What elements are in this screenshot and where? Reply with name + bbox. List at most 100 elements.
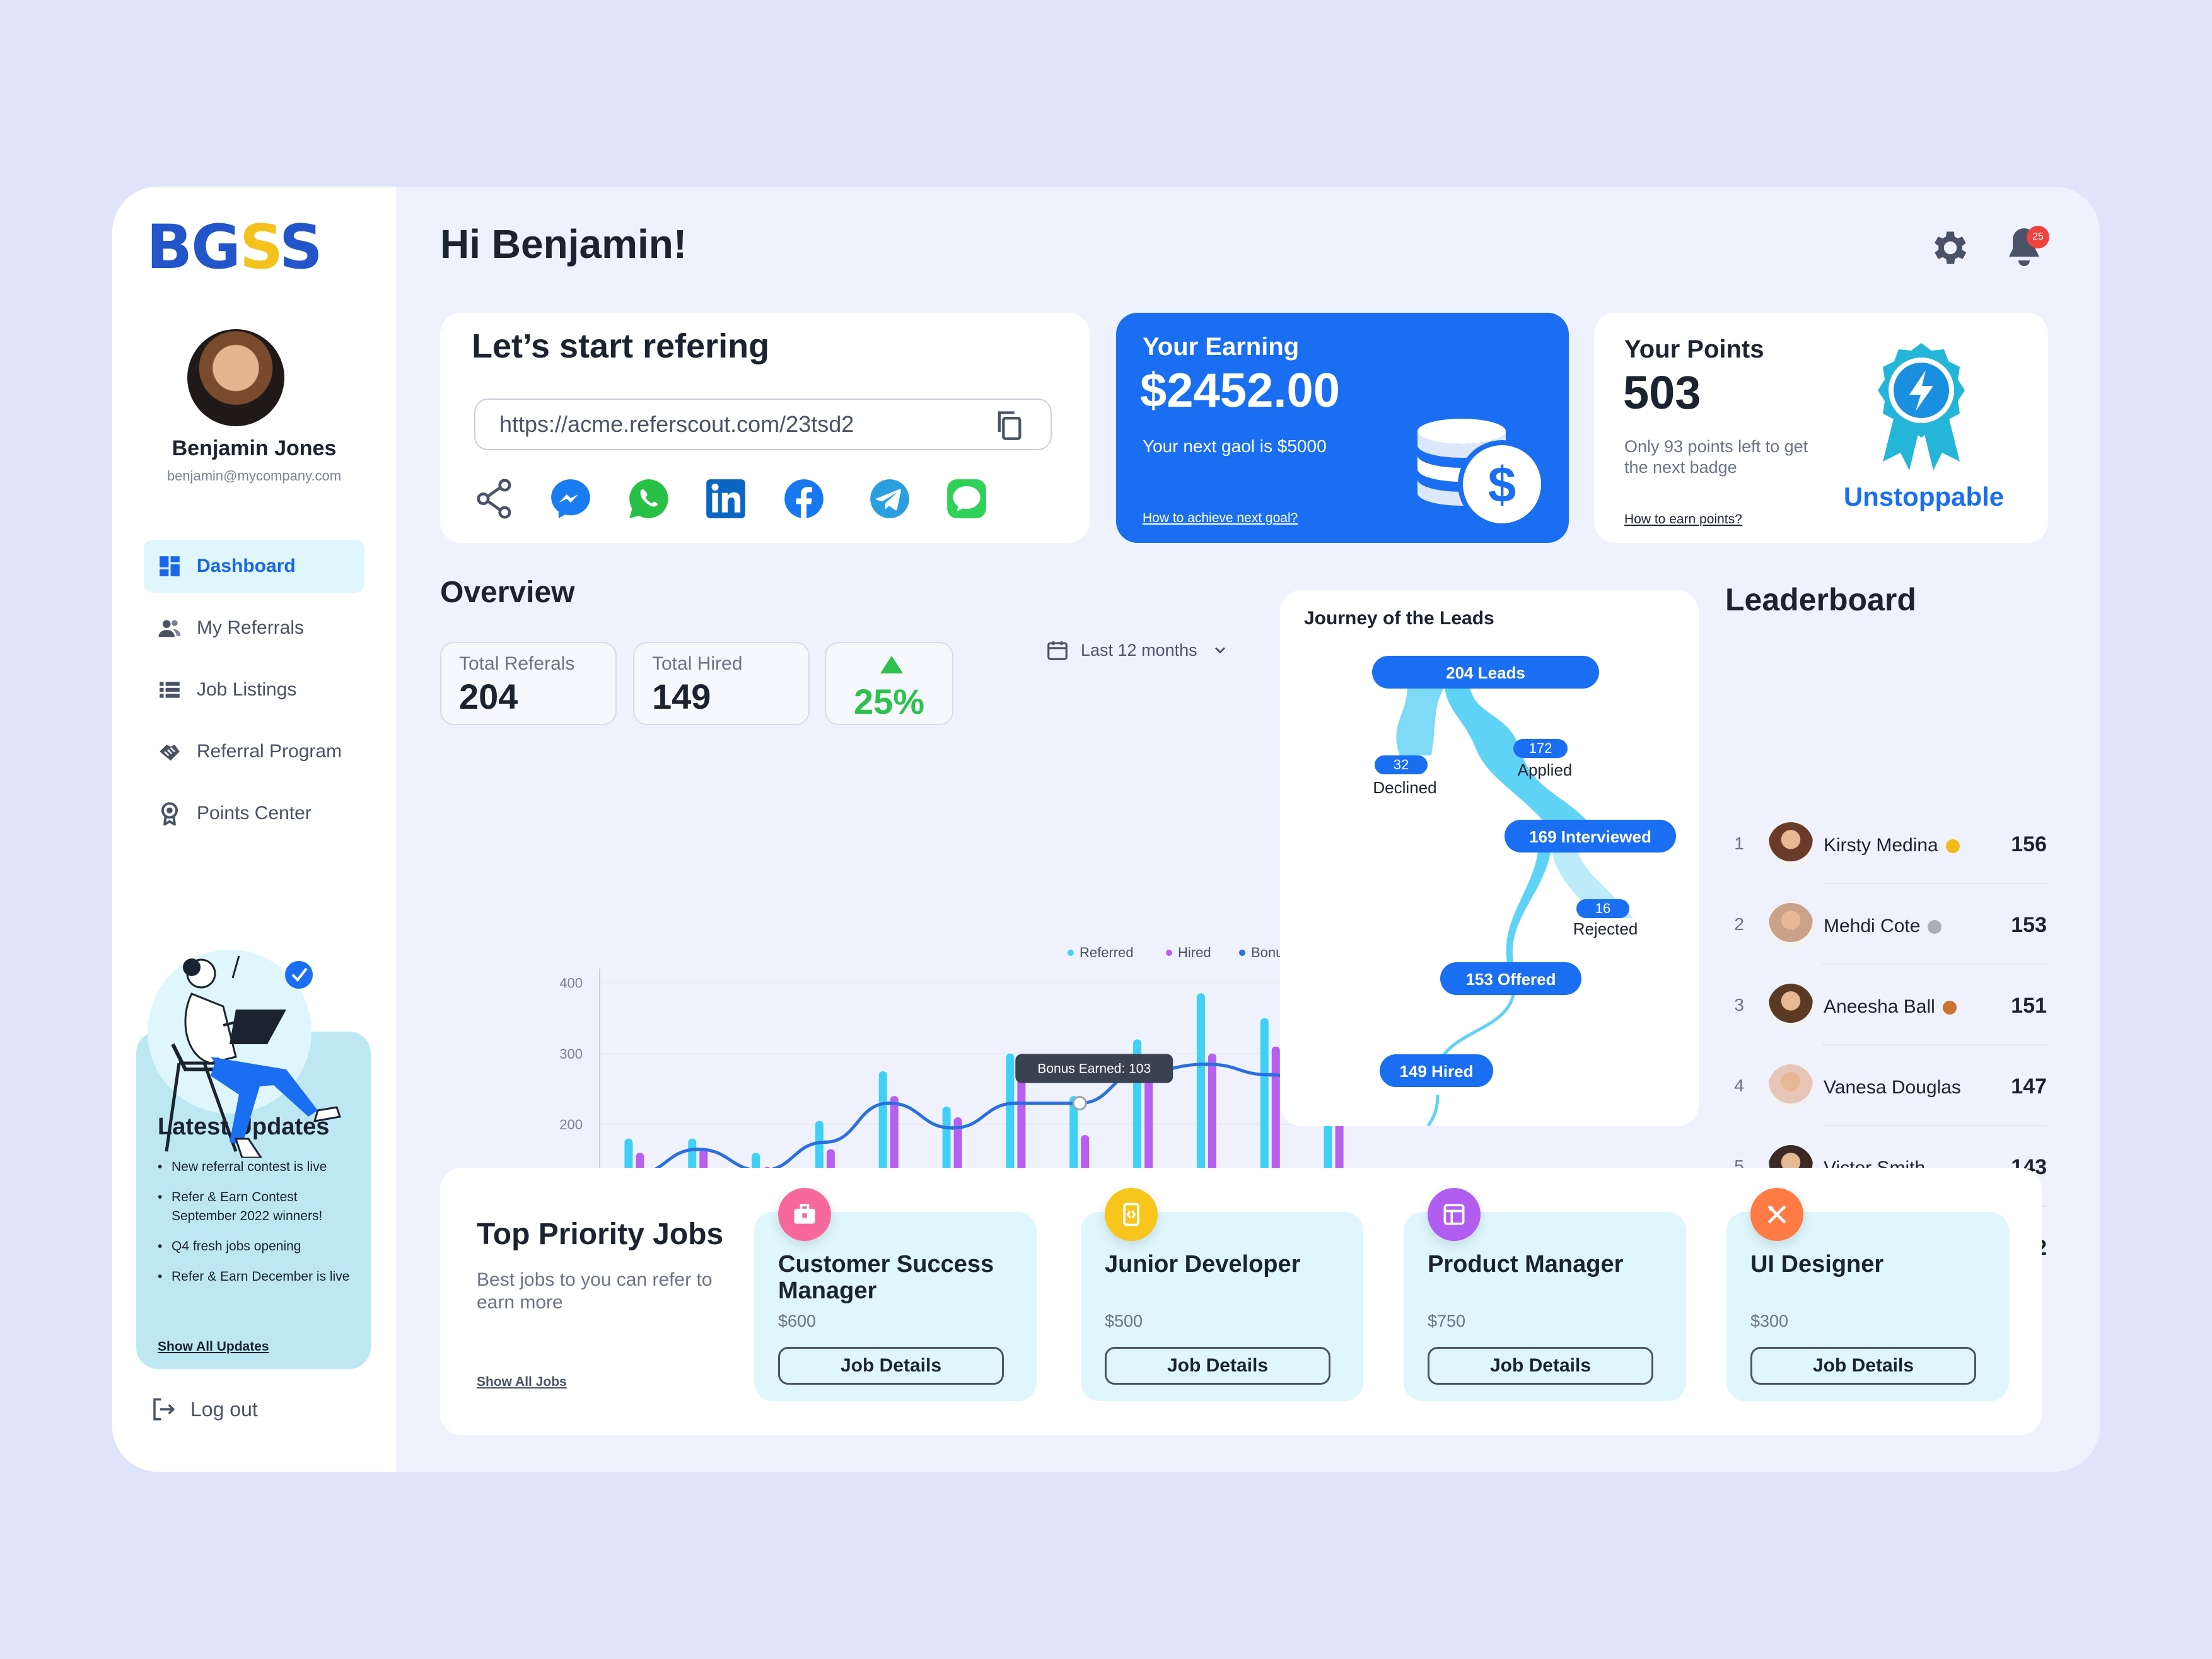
point-bonus-feb [696,1147,701,1151]
referral-link-card: Let’s start refering https://acme.refers… [440,313,1090,543]
share-icon[interactable] [472,475,518,522]
overview-title: Overview [440,576,575,609]
update-item: Q4 fresh jobs opening [158,1237,359,1256]
jobs-title: Top Priority Jobs [477,1218,724,1251]
page-title: Hi Benjamin! [440,221,687,267]
leaderboard-row[interactable]: 2 Mehdi Cote 153 [1725,898,2053,955]
applied-count: 172 [1529,740,1552,756]
rejected-count: 16 [1595,900,1610,916]
profile-avatar[interactable] [187,329,284,426]
point-bonus-may [887,1101,891,1105]
point-bonus-nov [1268,1073,1272,1077]
point-bonus-jul [1014,1101,1018,1105]
y-tick-label: 400 [559,975,583,991]
job-card[interactable]: Product Manager $750 Job Details [1404,1188,1686,1401]
leads-node[interactable] [1372,656,1599,689]
tooltip-box [1015,1054,1173,1083]
sidebar-item-dashboard[interactable]: Dashboard [144,540,364,593]
job-price: $600 [778,1312,817,1330]
total-referrals-value: 204 [459,677,518,716]
hired-node-label: 149 Hired [1399,1062,1473,1081]
notification-badge: 25 [2027,226,2049,248]
messenger-icon[interactable] [547,475,594,522]
leaderboard-name: Mehdi Cote [1824,916,1942,937]
applied-count-pill [1513,739,1568,758]
person-with-laptop-illustration [148,950,341,1158]
total-referrals-label: Total Referals [459,653,575,674]
legend-dot [1239,950,1245,956]
declined-label: Declined [1373,778,1436,797]
lead-journey-flow: 204 Leads 32 Declined 172 Applied 169 In… [1372,656,1676,1126]
earn-points-link[interactable]: How to earn points? [1624,512,1742,527]
layout-icon [1428,1188,1481,1241]
leaderboard-row[interactable]: 4 Vanesa Douglas 147 [1725,1059,2053,1116]
date-range-select[interactable]: Last 12 months [1045,638,1240,662]
leaderboard-title: Leaderboard [1725,582,1916,617]
job-card[interactable]: Junior Developer $500 Job Details [1081,1188,1363,1401]
sidebar-item-label: Job Listings [197,679,297,700]
job-details-button[interactable]: Job Details [1428,1347,1653,1385]
job-card[interactable]: Customer Success Manager $600 Job Detail… [754,1188,1037,1401]
gear-icon[interactable] [1928,226,1972,270]
hired-node[interactable] [1380,1054,1493,1087]
show-all-jobs-link[interactable]: Show All Jobs [477,1375,567,1389]
medal-icon [1942,1001,1957,1015]
points-label: Your Points [1624,335,1764,363]
leaderboard-name: Aneesha Ball [1824,996,1957,1018]
y-tick-label: 200 [559,1117,583,1132]
jobs-subtitle: Best jobs to you can refer to earn more [477,1269,713,1313]
profile-name: Benjamin Jones [172,436,337,460]
sidebar: BGSS Benjamin Jones benjamin@mycompany.c… [112,187,396,1472]
logout-button[interactable]: Log out [150,1396,258,1423]
leaderboard-name: Vanesa Douglas [1824,1077,1961,1098]
total-referrals-stat: Total Referals 204 [440,642,617,725]
update-item: Refer & Earn Contest September 2022 winn… [158,1188,359,1226]
linkedin-icon[interactable] [702,475,749,522]
leaderboard-row[interactable]: 1 Kirsty Medina 156 [1725,817,2053,874]
legend-dot [1166,950,1172,956]
job-details-button[interactable]: Job Details [1750,1347,1976,1385]
job-details-button[interactable]: Job Details [778,1347,1004,1385]
divider [1822,963,2047,965]
job-price: $500 [1105,1312,1143,1330]
offered-node[interactable] [1440,962,1581,995]
leaderboard-score: 153 [2011,913,2047,937]
interviewed-node[interactable] [1505,820,1676,853]
show-all-updates-link[interactable]: Show All Updates [158,1339,269,1354]
facebook-icon[interactable] [781,475,827,522]
telegram-icon[interactable] [866,475,913,522]
job-title: UI Designer [1750,1251,1884,1278]
sidebar-item-referral-program[interactable]: Referral Program [144,725,364,778]
leaderboard-row[interactable]: 3 Aneesha Ball 151 [1725,979,2053,1035]
tooltip-marker [1072,1096,1087,1111]
rejected-count-pill [1576,899,1629,918]
earning-label: Your Earning [1143,333,1300,361]
referral-url-field[interactable]: https://acme.referscout.com/23tsd2 [474,399,1052,450]
leaderboard-name: Kirsty Medina [1824,835,1960,856]
growth-stat: 25% [825,642,953,725]
journey-title: Journey of the Leads [1304,608,1494,629]
sidebar-item-label: Points Center [197,803,311,824]
applied-label: Applied [1518,760,1573,779]
copy-icon[interactable] [992,409,1025,441]
job-details-button[interactable]: Job Details [1105,1347,1330,1385]
achieve-goal-link[interactable]: How to achieve next goal? [1143,511,1298,525]
rejected-label: Rejected [1573,919,1638,938]
sidebar-item-job-listings[interactable]: Job Listings [144,663,364,716]
message-icon[interactable] [943,475,990,522]
declined-count: 32 [1394,757,1409,772]
updates-list: New referral contest is live Refer & Ear… [158,1158,359,1298]
sidebar-item-points-center[interactable]: Points Center [144,787,364,840]
legend-dot [1068,950,1074,956]
job-card[interactable]: UI Designer $300 Job Details [1726,1188,2009,1401]
job-price: $300 [1750,1312,1789,1330]
earning-goal: Your next gaol is $5000 [1143,436,1327,456]
leads-node-label: 204 Leads [1446,663,1525,682]
divider [1822,1044,2047,1045]
avatar [1768,1064,1813,1110]
whatsapp-icon[interactable] [626,475,672,522]
briefcase-icon [778,1188,831,1241]
sidebar-item-my-referrals[interactable]: My Referrals [144,602,364,655]
brand-logo[interactable]: BGSS [146,212,323,282]
job-title: Product Manager [1428,1251,1624,1278]
